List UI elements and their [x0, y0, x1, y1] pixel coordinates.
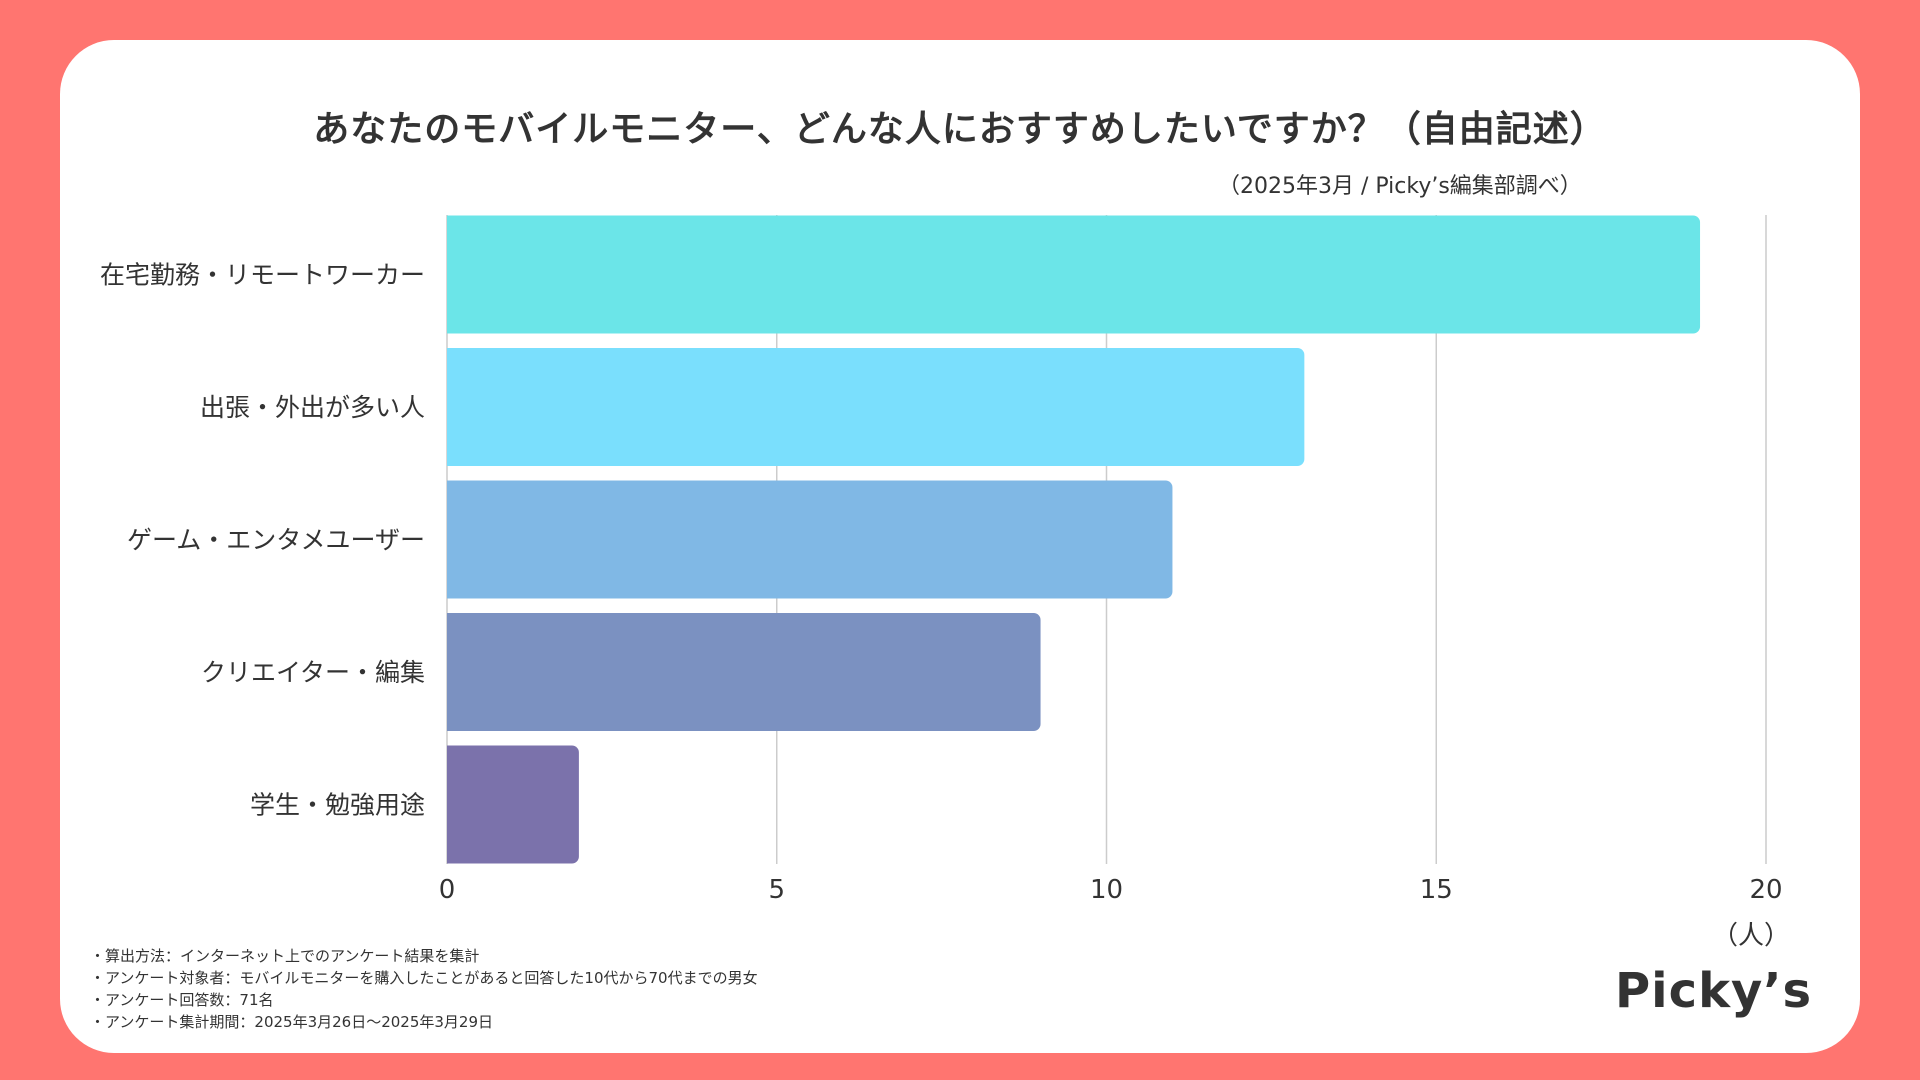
survey-notes: ・算出方法：インターネット上でのアンケート結果を集計 ・アンケート対象者：モバイ…	[90, 945, 758, 1033]
pickys-logo: Picky’s	[1615, 963, 1813, 1019]
bar-4	[447, 613, 1041, 731]
bar-1-edge	[447, 215, 457, 334]
category-label-4: クリエイター・編集	[201, 658, 425, 687]
category-label-1: 在宅勤務・リモートワーカー	[100, 261, 425, 290]
x-tick-label-5: 5	[768, 875, 785, 905]
note-period: ・アンケート集計期間：2025年3月26日〜2025年3月29日	[90, 1013, 494, 1031]
bar-3-edge	[447, 480, 457, 599]
x-tick-label-10: 10	[1090, 875, 1123, 905]
note-target: ・アンケート対象者：モバイルモニターを購入したことがあると回答した10代から70…	[90, 969, 758, 987]
x-axis-unit: （人）	[1712, 921, 1791, 951]
bar-4-edge	[447, 613, 457, 731]
x-tick-label-0: 0	[439, 875, 456, 905]
bar-5-edge	[447, 745, 457, 864]
chart-title: あなたのモバイルモニター、どんな人におすすめしたいですか？（自由記述）	[313, 109, 1607, 150]
bar-5	[447, 745, 579, 864]
category-label-2: 出張・外出が多い人	[200, 393, 425, 422]
category-label-5: 学生・勉強用途	[250, 791, 425, 820]
bar-2-edge	[447, 348, 457, 466]
bar-2	[447, 348, 1305, 466]
bar-1	[447, 215, 1701, 334]
note-method: ・算出方法：インターネット上でのアンケート結果を集計	[90, 947, 480, 965]
source-note: （2025年3月 / Picky’s編集部調べ）	[1218, 174, 1582, 199]
category-label-3: ゲーム・エンタメユーザー	[127, 526, 425, 555]
x-tick-label-15: 15	[1420, 875, 1453, 905]
note-count: ・アンケート回答数：71名	[90, 991, 274, 1009]
bar-3	[447, 480, 1173, 599]
x-tick-label-20: 20	[1749, 875, 1782, 905]
